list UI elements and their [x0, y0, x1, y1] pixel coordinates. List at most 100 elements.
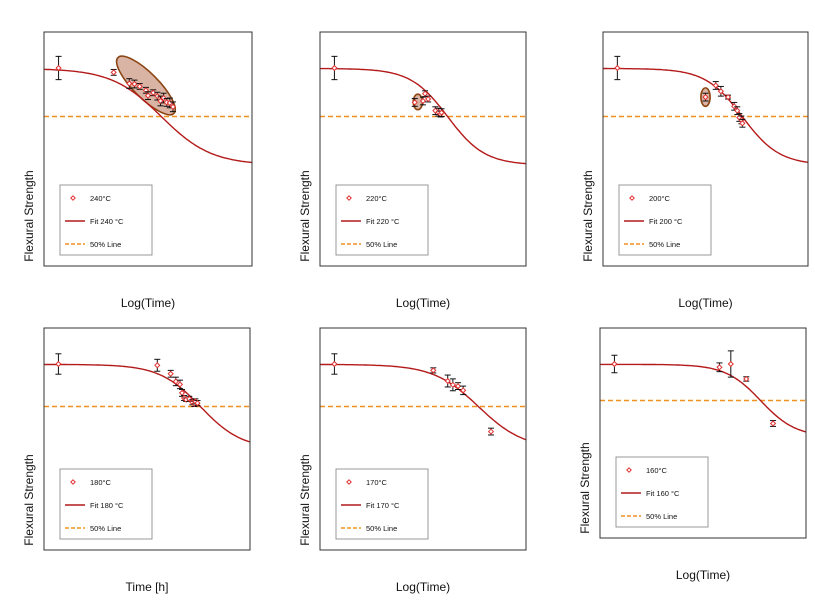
- legend-label-data: 180°C: [90, 478, 112, 487]
- fit-curve: [603, 67, 809, 163]
- legend-label-half: 50% Line: [366, 240, 397, 249]
- point-marker: [55, 360, 62, 368]
- point-marker: [421, 90, 429, 97]
- data-point: [167, 369, 174, 378]
- point-marker: [411, 99, 418, 106]
- data-point: [157, 95, 164, 107]
- data-point: [176, 379, 184, 390]
- legend-label-data: 200°C: [649, 194, 671, 203]
- chart-panel-4: 180°C Fit 180 °C 50% Line Time [h] Flexural …: [22, 327, 251, 594]
- legend-label-half: 50% Line: [366, 524, 397, 533]
- point-marker: [438, 109, 445, 116]
- legend: 220°C Fit 220 °C 50% Line: [335, 184, 429, 256]
- data-point: [411, 98, 418, 107]
- data-point: [430, 367, 437, 374]
- data-point: [331, 353, 338, 375]
- data-point: [712, 81, 719, 90]
- point-marker: [487, 428, 495, 435]
- legend-marker: [629, 195, 635, 201]
- y-axis-label: Flexural Strength: [298, 170, 312, 261]
- point-marker: [154, 93, 161, 100]
- y-axis-label: Flexural Strength: [578, 442, 592, 533]
- data-point: [425, 95, 432, 103]
- y-axis-label: Flexural Strength: [22, 170, 36, 261]
- data-point: [126, 78, 133, 89]
- legend: 240°C Fit 240 °C 50% Line: [59, 184, 153, 256]
- data-point: [611, 354, 618, 374]
- data-point: [702, 92, 709, 102]
- data-point: [460, 385, 467, 396]
- point-marker: [419, 97, 427, 105]
- data-point: [614, 55, 621, 81]
- data-point: [769, 420, 777, 427]
- plot-frame: [602, 31, 809, 267]
- y-axis-label: Flexural Strength: [581, 170, 595, 261]
- chart-panel-2: 220°C Fit 220 °C 50% Line Log(Time) Flexural…: [298, 31, 527, 310]
- point-marker: [110, 69, 117, 76]
- legend-box: [335, 468, 429, 540]
- data-point: [454, 382, 462, 390]
- data-point: [144, 91, 152, 101]
- legend-box: [618, 184, 712, 256]
- point-marker: [160, 94, 167, 102]
- point-marker: [167, 370, 174, 377]
- fit-curve: [320, 67, 527, 165]
- data-point: [438, 108, 445, 117]
- point-marker: [460, 387, 467, 394]
- legend: 180°C Fit 180 °C 50% Line: [59, 468, 153, 540]
- fit-curve: [320, 363, 527, 441]
- legend-box: [615, 456, 709, 528]
- data-point: [743, 375, 750, 383]
- point-marker: [727, 360, 734, 368]
- plot-frame: [319, 31, 527, 267]
- point-marker: [611, 360, 618, 368]
- legend-marker: [346, 195, 352, 201]
- point-marker: [430, 367, 437, 374]
- chart-panel-3: 200°C Fit 200 °C 50% Line Log(Time) Flexural…: [581, 31, 809, 310]
- data-point: [194, 399, 201, 407]
- point-marker: [169, 103, 177, 110]
- legend-label-half: 50% Line: [646, 512, 677, 521]
- point-marker: [194, 399, 201, 407]
- legend-marker: [626, 467, 632, 473]
- fit-curve: [43, 68, 253, 164]
- plot-frame: [599, 327, 807, 539]
- point-marker: [769, 420, 777, 427]
- point-marker: [712, 82, 719, 89]
- x-axis-label: Log(Time): [676, 568, 730, 582]
- fit-curve: [600, 363, 807, 433]
- point-marker: [449, 381, 456, 388]
- x-axis-label: Log(Time): [396, 296, 450, 310]
- data-point: [716, 362, 723, 373]
- x-axis-label: Log(Time): [678, 296, 732, 310]
- legend: 200°C Fit 200 °C 50% Line: [618, 184, 712, 256]
- data-point: [421, 90, 429, 98]
- point-marker: [702, 93, 709, 101]
- chart-panel-5: 170°C Fit 170 °C 50% Line Log(Time) Flexural…: [298, 327, 527, 594]
- legend-label-data: 160°C: [646, 466, 668, 475]
- plot-frame: [43, 327, 251, 551]
- legend-label-data: 240°C: [90, 194, 112, 203]
- x-axis-label: Time [h]: [126, 580, 169, 594]
- data-point: [154, 91, 161, 101]
- fit-curve: [44, 363, 251, 443]
- point-marker: [614, 64, 621, 72]
- point-marker: [157, 97, 164, 105]
- point-marker: [331, 360, 338, 368]
- data-point: [724, 93, 732, 101]
- legend: 160°C Fit 160 °C 50% Line: [615, 456, 709, 528]
- point-marker: [724, 93, 732, 101]
- legend-box: [59, 468, 153, 540]
- legend: 170°C Fit 170 °C 50% Line: [335, 468, 429, 540]
- point-marker: [131, 80, 138, 88]
- x-axis-label: Log(Time): [396, 580, 450, 594]
- point-marker: [739, 120, 746, 127]
- data-point: [55, 55, 62, 81]
- legend-label-half: 50% Line: [90, 524, 121, 533]
- legend-marker: [346, 479, 352, 485]
- data-point: [169, 101, 177, 113]
- plot-frame: [319, 327, 527, 551]
- data-point: [727, 350, 734, 378]
- point-marker: [444, 377, 451, 385]
